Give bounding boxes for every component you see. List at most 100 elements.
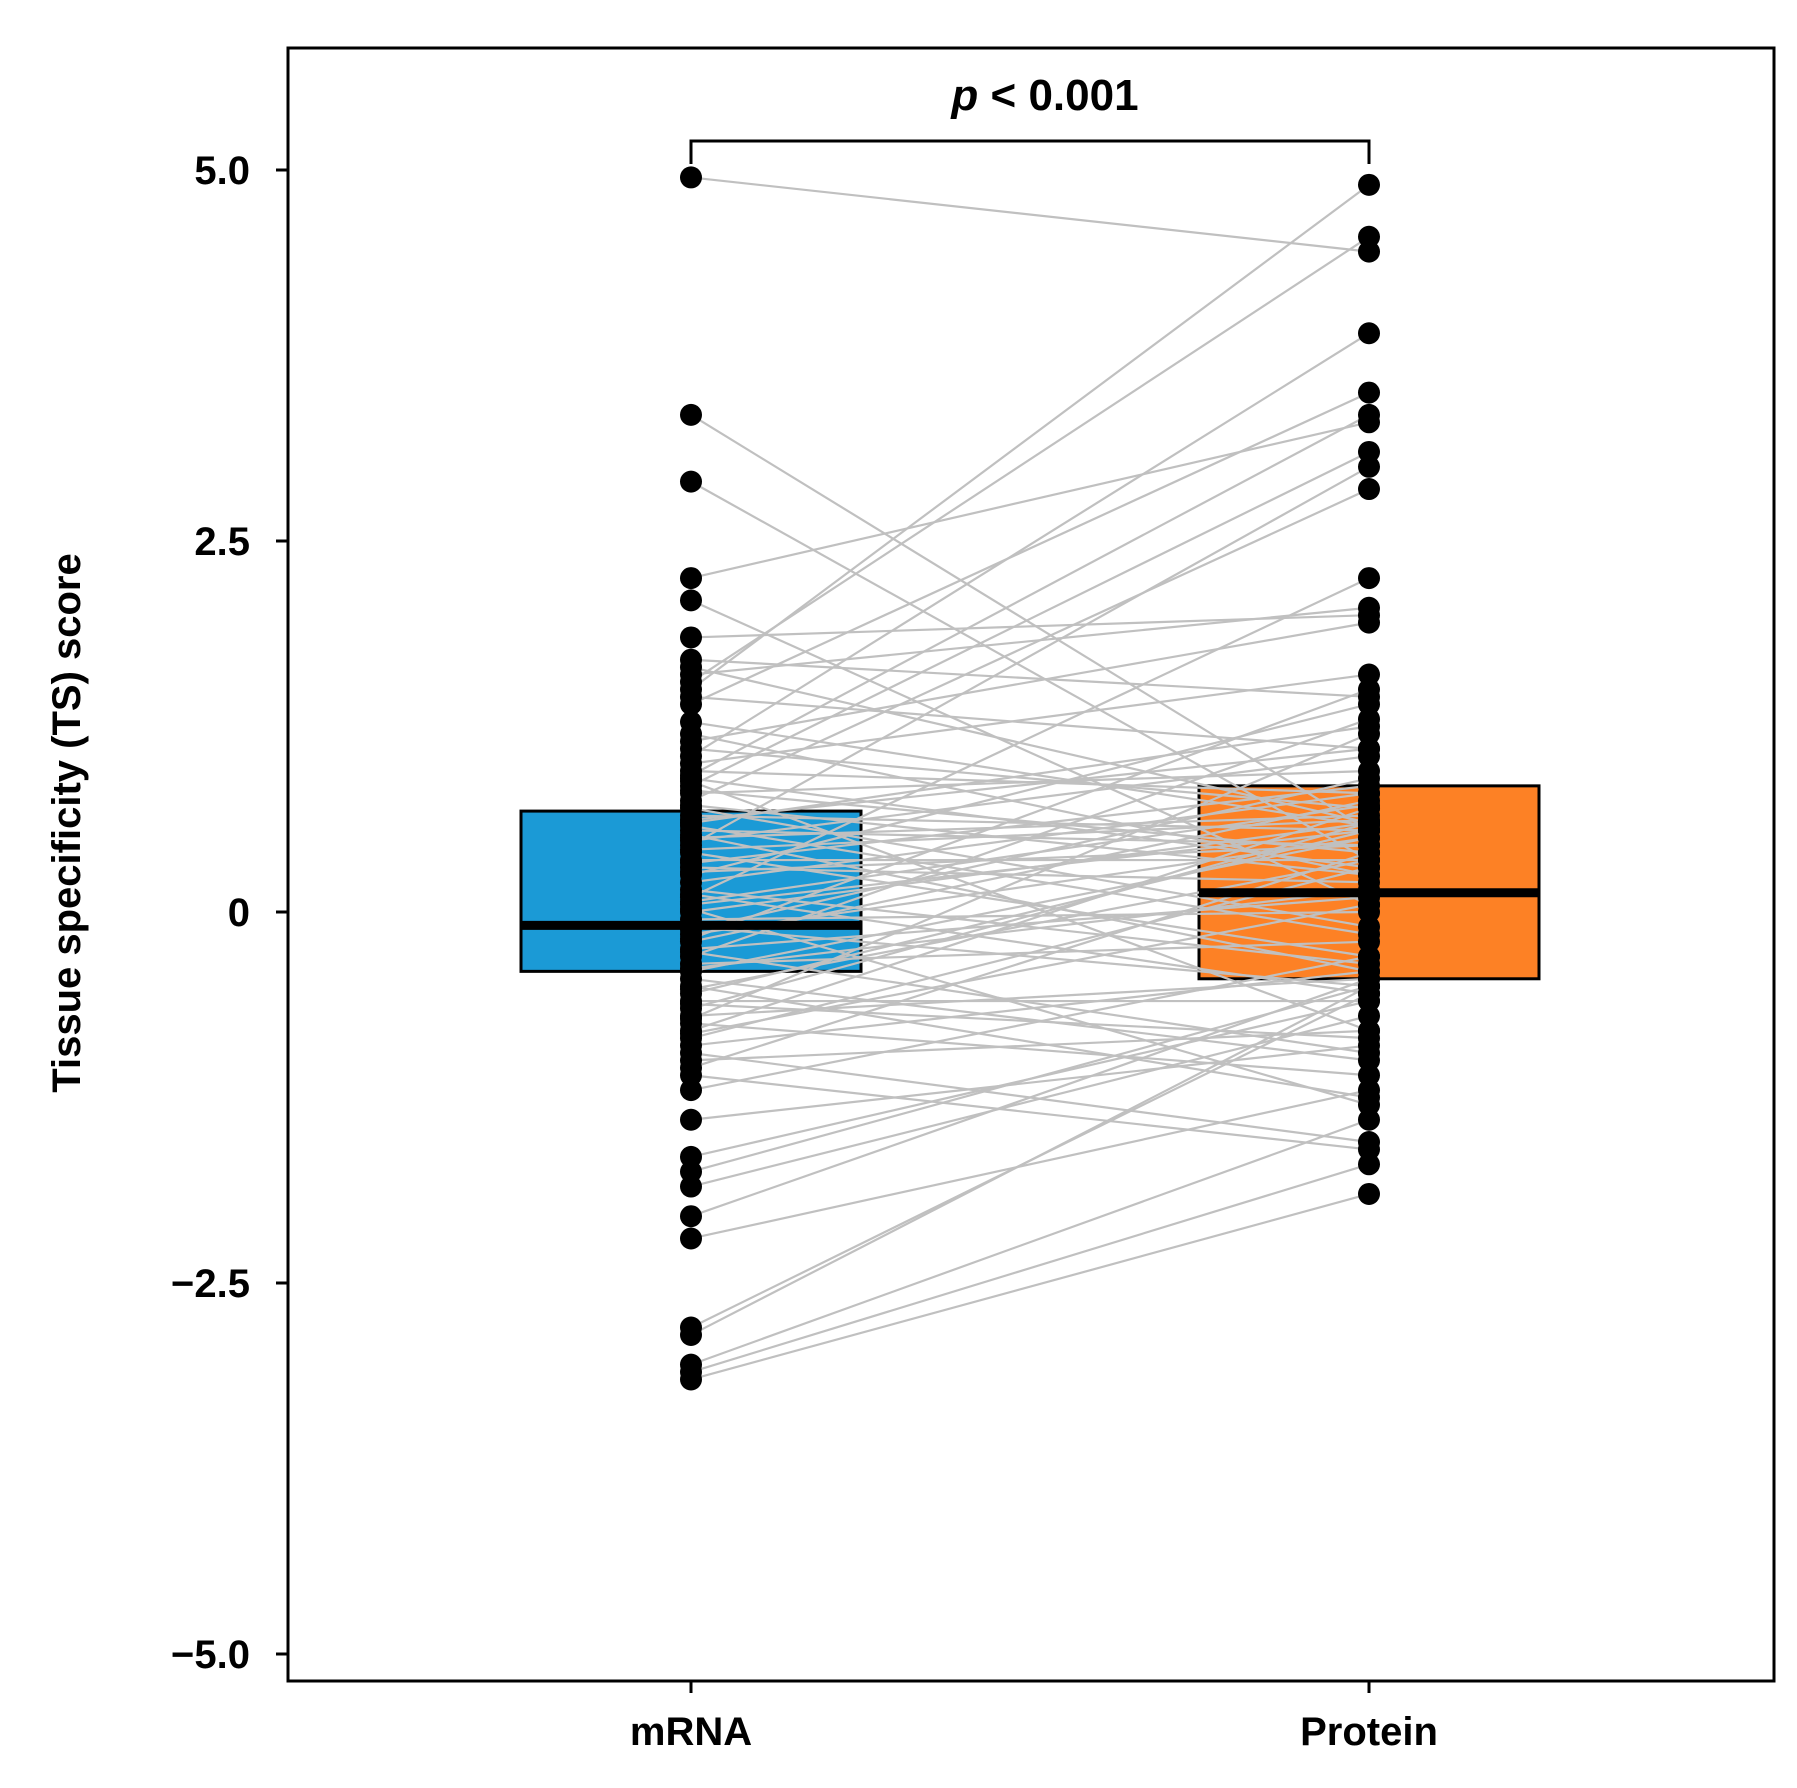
- pair-line: [690, 833, 1370, 973]
- pair-line: [690, 784, 1370, 865]
- point-protein: [1358, 841, 1380, 864]
- pair-line: [690, 977, 1370, 1062]
- pair-line: [690, 804, 1370, 903]
- pair-line: [690, 1118, 1370, 1366]
- pair-line: [690, 621, 1370, 743]
- y-tick-label: 0: [228, 891, 250, 935]
- pair-line: [690, 836, 1370, 973]
- pair-line: [690, 332, 1370, 758]
- pair-line: [690, 421, 1370, 580]
- point-protein: [1358, 722, 1380, 745]
- point-protein: [1358, 893, 1380, 916]
- point-protein: [1358, 567, 1380, 590]
- point-mrna: [680, 927, 702, 950]
- pair-lines-layer: [690, 176, 1370, 1381]
- point-mrna: [680, 978, 702, 1001]
- pair-line: [690, 666, 1370, 825]
- significance-bracket-line: [689, 139, 1371, 164]
- pair-line: [690, 720, 1370, 828]
- point-mrna: [680, 823, 702, 846]
- pair-line: [690, 814, 1370, 839]
- pair-line: [690, 950, 1370, 1055]
- point-protein: [1358, 678, 1380, 701]
- point-mrna: [680, 1079, 702, 1102]
- pair-line: [690, 391, 1370, 706]
- pair-line: [690, 893, 1370, 995]
- pair-line: [690, 1044, 1370, 1121]
- point-mrna: [680, 663, 702, 686]
- pair-line: [690, 814, 1370, 832]
- point-mrna: [680, 1007, 702, 1030]
- pair-line: [690, 488, 1370, 802]
- point-mrna: [680, 1227, 702, 1250]
- pair-line: [690, 829, 1370, 995]
- point-mrna: [680, 166, 702, 189]
- point-protein: [1358, 745, 1380, 768]
- pair-line: [690, 658, 1370, 698]
- point-protein: [1358, 960, 1380, 983]
- x-axis: mRNA Protein: [630, 1681, 1438, 1754]
- pair-line: [690, 824, 1370, 936]
- pair-line: [690, 413, 1370, 777]
- point-protein: [1358, 322, 1380, 345]
- pair-line: [690, 1163, 1370, 1374]
- point-mrna: [680, 1368, 702, 1391]
- pair-line: [690, 970, 1370, 1047]
- point-protein: [1358, 1041, 1380, 1064]
- pair-line: [690, 1022, 1370, 1077]
- pair-line: [690, 718, 1370, 958]
- pair-line: [690, 1089, 1370, 1240]
- pair-line: [690, 732, 1370, 1020]
- pair-line: [690, 888, 1370, 970]
- point-protein: [1358, 1019, 1380, 1042]
- point-protein: [1358, 596, 1380, 619]
- pair-line: [690, 844, 1370, 874]
- y-axis: 5.0 2.5 0 −2.5 −5.0: [171, 149, 288, 1677]
- point-mrna: [680, 1056, 702, 1079]
- pair-line: [690, 1002, 1370, 1040]
- point-mrna: [680, 890, 702, 913]
- point-mrna: [680, 1175, 702, 1198]
- point-protein: [1358, 1153, 1380, 1176]
- point-protein: [1358, 1093, 1380, 1116]
- pair-line: [690, 985, 1370, 1336]
- pair-line: [690, 789, 1370, 854]
- pair-line: [690, 176, 1370, 253]
- pair-line: [690, 606, 1370, 676]
- point-protein: [1358, 455, 1380, 478]
- y-tick-label: 2.5: [194, 520, 250, 564]
- pair-line: [690, 465, 1370, 847]
- pair-line: [690, 703, 1370, 876]
- x-tick-label-mrna: mRNA: [630, 1710, 752, 1754]
- point-mrna: [680, 693, 702, 716]
- pair-line: [690, 907, 1370, 1106]
- pair-line: [690, 866, 1370, 884]
- point-mrna: [680, 957, 702, 980]
- pair-line: [690, 985, 1370, 1099]
- point-mrna: [680, 567, 702, 590]
- pair-line: [690, 755, 1370, 842]
- y-tick-label: −5.0: [171, 1633, 250, 1677]
- pair-line: [690, 235, 1370, 683]
- pair-line: [690, 804, 1370, 876]
- point-mrna: [680, 470, 702, 493]
- pair-line: [690, 1192, 1370, 1381]
- pair-line: [690, 769, 1370, 795]
- point-mrna: [680, 1108, 702, 1131]
- point-mrna: [680, 589, 702, 612]
- y-axis-title: Tissue specificity (TS) score: [45, 553, 89, 1092]
- pair-line: [690, 896, 1370, 951]
- x-tick-label-protein: Protein: [1300, 1710, 1438, 1754]
- point-mrna: [680, 711, 702, 734]
- point-protein: [1358, 814, 1380, 837]
- point-protein: [1358, 478, 1380, 501]
- point-protein: [1358, 1182, 1380, 1205]
- pair-line: [690, 977, 1370, 1218]
- point-mrna: [680, 770, 702, 793]
- p-threshold: < 0.001: [978, 71, 1138, 120]
- plot-frame: [286, 46, 1776, 1683]
- point-mrna: [680, 1323, 702, 1346]
- significance-label: p < 0.001: [950, 71, 1138, 120]
- point-protein: [1358, 225, 1380, 248]
